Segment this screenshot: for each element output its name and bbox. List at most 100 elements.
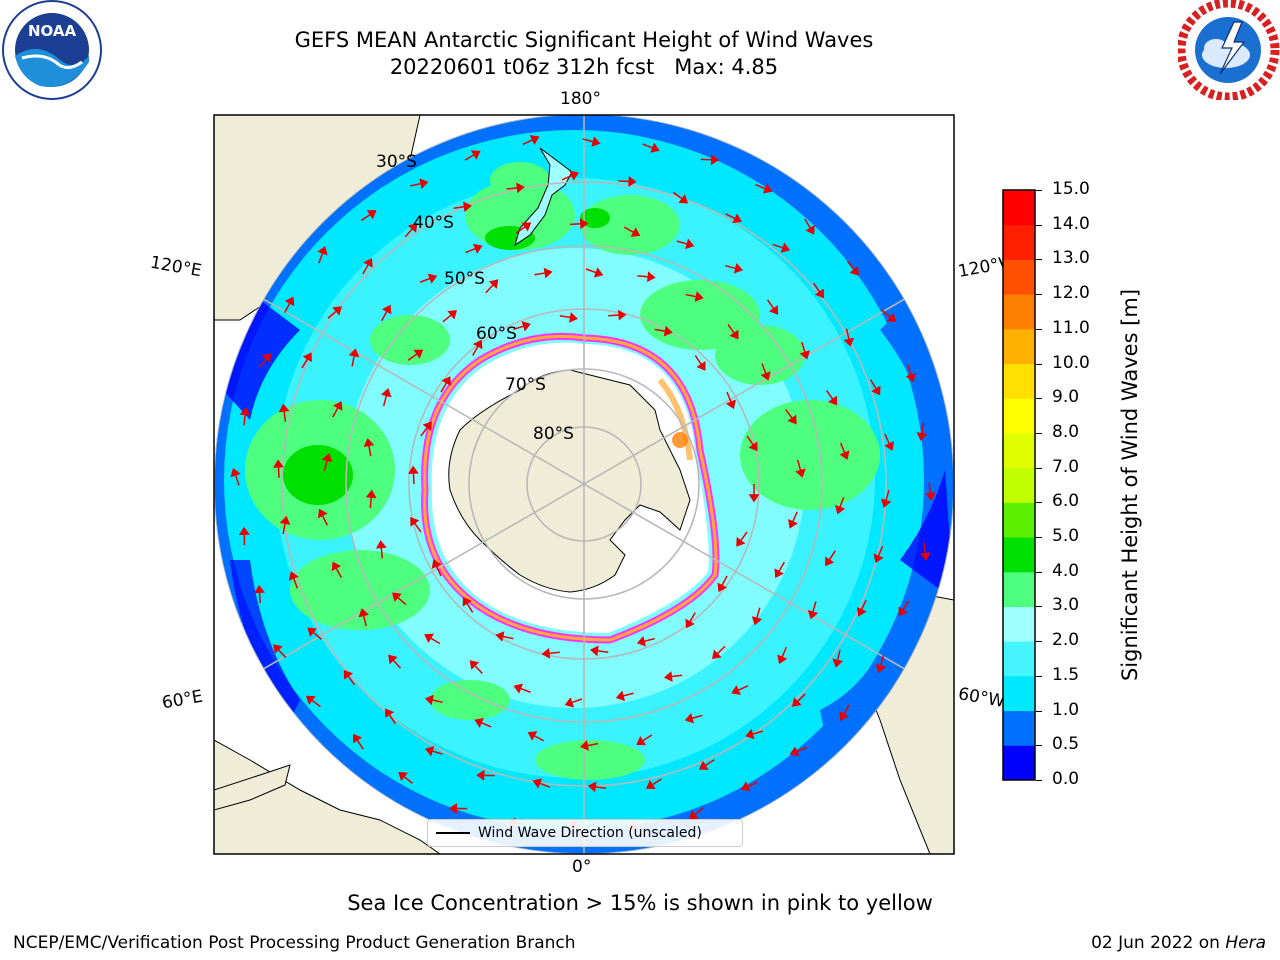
wind-wave-arrow-head xyxy=(590,645,599,657)
wind-wave-arrow-head xyxy=(513,683,523,694)
wind-wave-arrow-head xyxy=(698,760,709,770)
colorbar-swatch xyxy=(1003,259,1035,295)
wind-wave-arrow xyxy=(332,407,339,418)
colorbar-tick-mark xyxy=(1036,259,1042,261)
wind-wave-arrow-head xyxy=(441,376,451,387)
wind-wave-arrow xyxy=(440,382,448,393)
wind-wave-arrow-head xyxy=(495,631,505,642)
wind-wave-arrow xyxy=(651,778,662,786)
wind-wave-arrow xyxy=(520,687,531,693)
wind-wave-arrow-head xyxy=(413,349,424,359)
wind-wave-arrow-head xyxy=(424,694,434,706)
wind-wave-arrow xyxy=(312,631,322,640)
wind-wave-arrow xyxy=(283,410,287,422)
map-title: GEFS MEAN Antarctic Significant Height o… xyxy=(294,28,874,52)
wind-wave-arrow xyxy=(585,268,597,274)
wind-wave-arrow-head xyxy=(569,170,579,181)
colorbar-tick-mark xyxy=(1036,467,1042,469)
lat-label-80s: 80°S xyxy=(533,424,574,444)
wind-wave-arrow-head xyxy=(473,339,483,350)
noaa-logo: NOAA xyxy=(2,0,102,100)
wind-wave-arrow-head xyxy=(787,414,797,425)
wind-wave-arrow-head xyxy=(725,399,736,410)
wind-wave-arrow-head xyxy=(835,504,846,515)
wind-wave-arrow xyxy=(691,714,703,720)
wind-wave-arrow xyxy=(282,522,286,535)
wind-wave-arrow-head xyxy=(788,518,798,529)
wind-wave-arrow xyxy=(654,328,666,332)
lon-label-60e: 60°E xyxy=(160,686,205,714)
colorbar-tick-mark xyxy=(1036,537,1042,539)
wind-wave-arrow-head xyxy=(587,781,597,793)
colorbar xyxy=(1002,189,1036,781)
africa-landmass xyxy=(214,739,441,854)
wind-wave-arrow xyxy=(747,781,758,788)
wind-wave-arrow xyxy=(362,615,367,627)
wind-wave-arrow xyxy=(725,264,737,270)
legend-line-swatch xyxy=(436,832,470,834)
wind-wave-arrow-head xyxy=(363,438,375,448)
colorbar-tick-mark xyxy=(1036,710,1042,712)
colorbar-swatch xyxy=(1003,710,1035,746)
wind-wave-arrow xyxy=(347,675,356,686)
wind-wave-arrow-head xyxy=(238,526,250,535)
wind-wave-arrow xyxy=(766,299,775,310)
wind-wave-arrow-head xyxy=(843,337,855,347)
wind-wave-arrow xyxy=(380,310,388,322)
wind-wave-arrow-head xyxy=(332,306,342,316)
wind-wave-arrow xyxy=(382,395,388,407)
wind-wave-arrow-head xyxy=(564,697,575,708)
colorbar-swatch xyxy=(1003,294,1035,330)
sea-ice-footnote: Sea Ice Concentration > 15% is shown in … xyxy=(347,891,933,915)
wind-wave-arrow xyxy=(392,659,402,669)
arrow-legend: Wind Wave Direction (unscaled) xyxy=(427,819,743,847)
wind-wave-arrow xyxy=(825,389,834,400)
map-subtitle: 20220601 t06z 312h fcst Max: 4.85 xyxy=(389,55,779,79)
wind-wave-arrow-head xyxy=(807,609,819,620)
wind-wave-arrow-head xyxy=(381,304,392,315)
wind-wave-arrow-head xyxy=(760,371,771,381)
wind-wave-arrow xyxy=(513,325,525,331)
colorbar-tick-label: 5.0 xyxy=(1052,526,1080,547)
wind-wave-arrow-head xyxy=(363,258,373,268)
wind-wave-arrow xyxy=(515,226,526,234)
wind-wave-arrow-head xyxy=(777,654,788,665)
wind-wave-arrow xyxy=(431,750,443,755)
wind-wave-arrow-head xyxy=(740,781,751,792)
wind-wave-arrow-head xyxy=(751,616,763,626)
wind-wave-arrow xyxy=(420,426,429,437)
wind-wave-arrow-head xyxy=(916,432,928,441)
wind-wave-arrow-head xyxy=(407,223,418,233)
wind-wave-arrow-head xyxy=(791,697,802,707)
wind-wave-arrow-head xyxy=(591,136,601,147)
wind-wave-arrow xyxy=(430,637,441,645)
wind-wave-arrow-head xyxy=(284,296,295,307)
wind-wave-arrow xyxy=(860,599,867,611)
wind-wave-arrow xyxy=(292,577,299,589)
colorbar-swatch xyxy=(1003,467,1035,503)
colorbar-swatch xyxy=(1003,328,1035,365)
wind-wave-arrow xyxy=(796,693,806,703)
credit-date-text: 02 Jun 2022 on xyxy=(1091,933,1226,953)
wind-wave-arrow-head xyxy=(731,685,741,695)
wind-wave-arrow xyxy=(755,183,766,190)
wind-wave-arrow-head xyxy=(462,201,472,213)
lat-label-50s: 50°S xyxy=(444,269,485,289)
wind-wave-arrow-head xyxy=(684,712,695,724)
colorbar-tick-mark xyxy=(1036,190,1042,191)
wind-wave-arrow xyxy=(311,699,321,708)
wind-wave-arrow xyxy=(403,775,414,784)
wind-wave-arrow xyxy=(360,213,371,222)
wind-wave-arrow xyxy=(879,655,885,667)
wind-wave-arrow xyxy=(781,646,788,658)
wind-wave-arrow-head xyxy=(717,582,728,593)
wind-wave-arrow-head xyxy=(353,733,363,744)
wind-wave-arrow-head xyxy=(473,243,483,254)
wind-wave-arrow-head xyxy=(388,654,398,665)
wind-wave-arrow xyxy=(694,807,704,816)
wind-wave-arrow xyxy=(442,314,452,323)
legend-label: Wind Wave Direction (unscaled) xyxy=(478,825,702,841)
wind-wave-arrow xyxy=(388,714,396,725)
wind-wave-arrow-head xyxy=(630,227,641,237)
wind-wave-arrow-head xyxy=(732,213,742,224)
